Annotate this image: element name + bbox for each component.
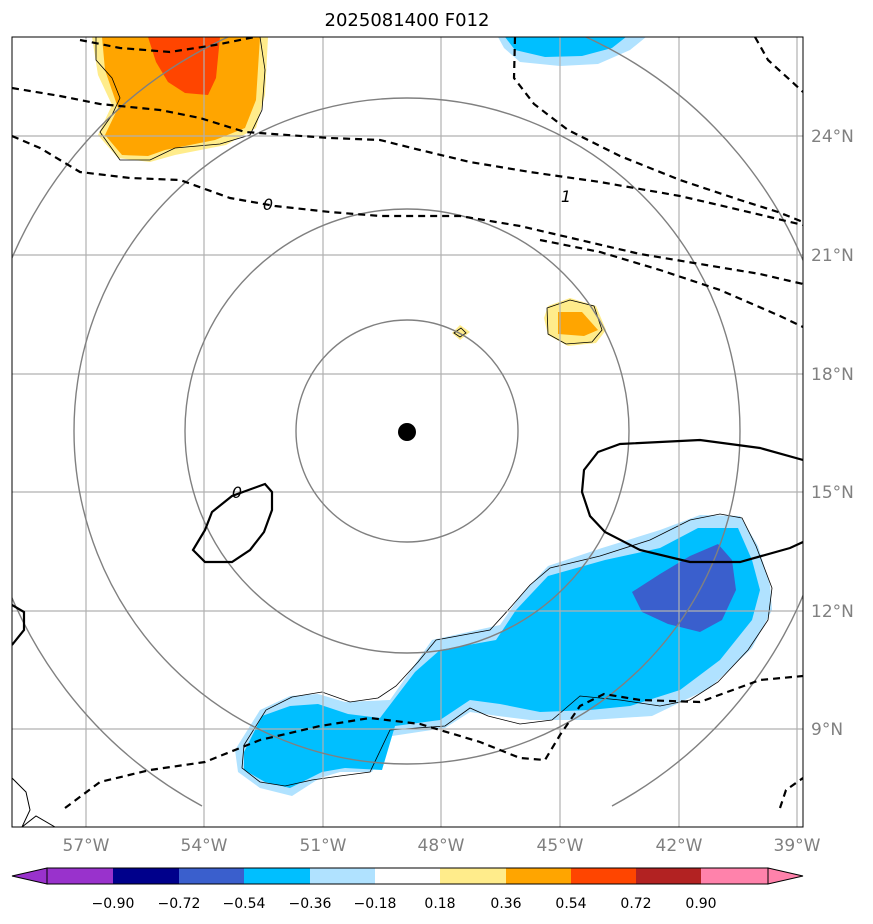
colorbar-bin-1 (47, 868, 113, 884)
solid-contour-left-edge (12, 604, 26, 646)
colorbar-bin-4 (244, 868, 310, 884)
zero-contour-outline-bottom (241, 513, 773, 787)
shade-royal-blue-bottom (632, 544, 736, 632)
cb-tick-2: −0.72 (158, 896, 201, 912)
cb-tick-8: 0.54 (555, 896, 586, 912)
cb-tick-9: 0.72 (620, 896, 651, 912)
dashed-contour-one (512, 37, 803, 224)
dashed-contour-upper (12, 86, 803, 227)
storm-center-marker (398, 423, 416, 441)
dashed-contour-zero (12, 134, 803, 286)
map-panel: 0 1 0 (12, 37, 803, 827)
dashed-contour-corner (754, 37, 803, 93)
y-tick-9N: 9°N (811, 720, 843, 740)
solid-contour-east (580, 438, 803, 564)
solid-contours (12, 438, 803, 827)
blob-outline-19N-44W (546, 299, 603, 345)
contour-label-0-north: 0 (263, 195, 273, 214)
dashed-contours (12, 37, 803, 809)
small-positive-blobs (452, 298, 606, 346)
y-tick-18N: 18°N (811, 365, 854, 385)
colorbar-bin-6 (375, 868, 440, 884)
cb-tick-4: −0.36 (289, 896, 332, 912)
colorbar-bin-5 (310, 868, 375, 884)
cb-tick-5: −0.18 (354, 896, 397, 912)
x-axis-ticks: 57°W 54°W 51°W 48°W 45°W 42°W 39°W (63, 836, 821, 856)
blob-yellow-19N-47W (452, 325, 470, 340)
colorbar-bin-3 (179, 868, 244, 884)
negative-anomaly-top (498, 37, 646, 66)
cb-tick-10: 0.90 (685, 896, 716, 912)
y-axis-ticks: 24°N 21°N 18°N 15°N 12°N 9°N (811, 127, 854, 740)
y-tick-21N: 21°N (811, 246, 854, 266)
x-tick-54W: 54°W (181, 836, 228, 856)
cb-tick-1: −0.90 (92, 896, 135, 912)
dashed-contour-bottom-right (778, 777, 803, 809)
colorbar-bin-9 (571, 868, 636, 884)
cb-tick-7: 0.36 (490, 896, 521, 912)
x-tick-42W: 42°W (656, 836, 703, 856)
zero-contour-outline (95, 37, 266, 161)
colorbar-ticks: −0.90 −0.72 −0.54 −0.36 −0.18 0.18 0.36 … (92, 896, 717, 912)
colorbar-frame (46, 867, 769, 885)
positive-anomaly-region (92, 37, 268, 162)
dashed-contour-mid (539, 238, 803, 328)
colorbar-bin-7 (440, 868, 506, 884)
negative-anomaly-bottom (235, 513, 773, 796)
x-tick-48W: 48°W (418, 836, 465, 856)
dashed-contour-bottom (64, 674, 803, 809)
cb-tick-3: −0.54 (223, 896, 266, 912)
range-ring-outer (73, 97, 741, 765)
range-ring-middle (184, 208, 630, 654)
chart-title: 2025081400 F012 (325, 10, 490, 31)
range-ring-inner (295, 319, 519, 543)
colorbar-bin-8 (506, 868, 571, 884)
x-tick-39W: 39°W (774, 836, 821, 856)
colorbar-extend-high (767, 867, 804, 885)
y-tick-12N: 12°N (811, 602, 854, 622)
contour-label-0-west: 0 (232, 483, 242, 502)
dashed-contour-top (79, 37, 256, 54)
colorbar: −0.90 −0.72 −0.54 −0.36 −0.18 0.18 0.36 … (11, 867, 804, 912)
shade-blue-bottom (244, 528, 760, 788)
colorbar-bin-11 (701, 868, 768, 884)
blob-outline-19N-47W (453, 327, 467, 338)
shade-orange (102, 37, 260, 156)
blob-orange-19N-44W (558, 312, 598, 336)
contour-labels: 0 1 0 (232, 187, 571, 502)
colorbar-bin-10 (636, 868, 701, 884)
y-tick-15N: 15°N (811, 483, 854, 503)
colorbar-bin-2 (113, 868, 179, 884)
y-tick-24N: 24°N (811, 127, 854, 147)
gridlines (12, 37, 803, 827)
x-tick-45W: 45°W (537, 836, 584, 856)
colorbar-extend-low (11, 867, 48, 885)
coast-bottom-left (12, 777, 56, 827)
contour-label-1: 1 (561, 187, 571, 206)
range-rings (12, 37, 803, 807)
solid-contour-west (191, 482, 274, 564)
x-tick-57W: 57°W (63, 836, 110, 856)
cb-tick-6: 0.18 (424, 896, 455, 912)
map-frame (11, 36, 804, 828)
x-tick-51W: 51°W (300, 836, 347, 856)
